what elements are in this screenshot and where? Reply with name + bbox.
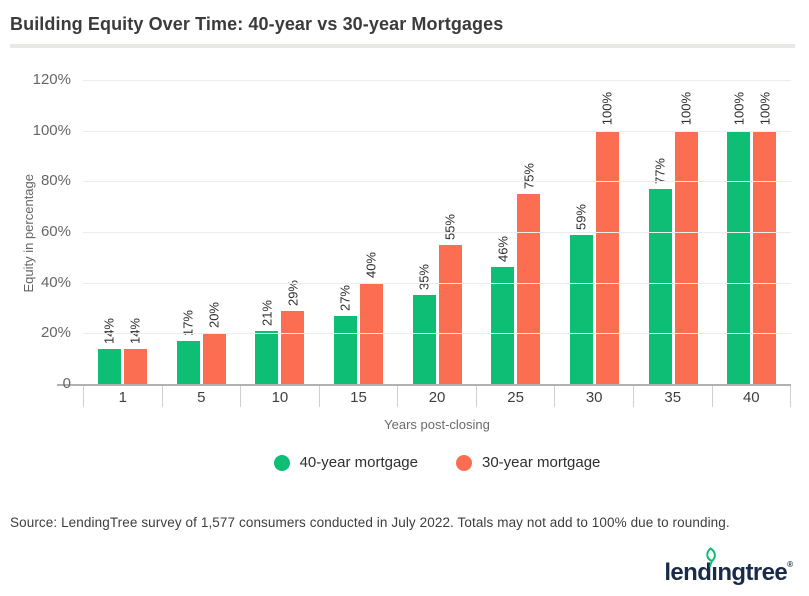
bar-value-label: 14% bbox=[127, 317, 143, 344]
bar-value-label: 100% bbox=[757, 92, 773, 126]
registered-mark: ® bbox=[787, 560, 793, 569]
bar-value-label: 55% bbox=[442, 213, 458, 240]
bar-30-year-mortgage: 100% bbox=[674, 92, 698, 384]
bar-value-label: 27% bbox=[337, 284, 353, 311]
leaf-icon bbox=[701, 547, 718, 573]
bar-value-label: 59% bbox=[573, 203, 589, 230]
y-axis-title: Equity in percentage bbox=[21, 173, 36, 293]
legend-item-40-year-mortgage: 40-year mortgage bbox=[273, 454, 418, 471]
y-tick-label: 0 bbox=[62, 375, 71, 392]
bar-30-year-mortgage: 100% bbox=[595, 92, 619, 384]
category-cell-35: 77% 100% bbox=[634, 80, 713, 384]
bar-value-label: 20% bbox=[206, 302, 222, 329]
bar-40-year-mortgage: 35% bbox=[412, 264, 436, 384]
y-tick-label: 120% bbox=[32, 71, 71, 88]
bar-value-label: 100% bbox=[678, 92, 694, 126]
bar-40-year-mortgage: 100% bbox=[727, 92, 751, 384]
legend-swatch bbox=[273, 454, 290, 471]
bar-value-label: 21% bbox=[259, 299, 275, 326]
gridline bbox=[83, 181, 791, 183]
y-tick-label: 80% bbox=[40, 172, 71, 190]
gridline bbox=[83, 282, 791, 284]
bar-30-year-mortgage: 75% bbox=[517, 163, 541, 384]
gridline bbox=[83, 130, 791, 132]
bar-chart: Equity in percentage 14% 14% 17% 20% 21% 29% 2… bbox=[10, 71, 795, 471]
bar-40-year-mortgage: 21% bbox=[255, 300, 279, 384]
gridline bbox=[83, 232, 791, 233]
title-divider bbox=[10, 44, 795, 48]
bar-30-year-mortgage: 55% bbox=[438, 214, 462, 384]
bar-value-label: 100% bbox=[599, 92, 615, 126]
x-tick-label-1: 1 bbox=[83, 386, 162, 407]
x-tick-label-20: 20 bbox=[397, 386, 476, 407]
gridline bbox=[83, 333, 791, 335]
bar-30-year-mortgage: 29% bbox=[281, 280, 305, 384]
x-tick-label-35: 35 bbox=[632, 386, 712, 407]
bar-value-label: 77% bbox=[652, 157, 668, 184]
x-axis-tick-row: 1 5 10 15 20 25 30 35 40 bbox=[83, 386, 792, 407]
x-tick-label-15: 15 bbox=[318, 386, 398, 407]
bar-value-label: 40% bbox=[363, 251, 379, 278]
y-tick-label: 60% bbox=[40, 223, 71, 240]
legend-label: 40-year mortgage bbox=[299, 454, 418, 471]
infographic: Building Equity Over Time: 40-year vs 30… bbox=[10, 14, 795, 471]
category-cell-1: 14% 14% bbox=[83, 80, 162, 384]
x-tick-label-25: 25 bbox=[475, 386, 555, 407]
category-cell-5: 17% 20% bbox=[162, 80, 241, 384]
chart-legend: 40-year mortgage 30-year mortgage bbox=[83, 454, 791, 471]
x-tick-label-5: 5 bbox=[161, 386, 241, 407]
category-cell-40: 100% 100% bbox=[712, 80, 791, 384]
page-title: Building Equity Over Time: 40-year vs 30… bbox=[10, 14, 504, 34]
bar-40-year-mortgage: 17% bbox=[176, 310, 200, 384]
source-note: Source: LendingTree survey of 1,577 cons… bbox=[10, 515, 730, 530]
y-tick-label: 20% bbox=[40, 324, 71, 342]
plot-cells: 14% 14% 17% 20% 21% 29% 27% 40% 35% 55% 46% 75% 59% 1… bbox=[83, 80, 791, 384]
category-cell-25: 46% 75% bbox=[476, 80, 555, 384]
bar-value-label: 75% bbox=[521, 162, 537, 189]
x-tick-label-10: 10 bbox=[240, 386, 319, 407]
x-axis-title: Years post-closing bbox=[384, 417, 490, 432]
category-cell-20: 35% 55% bbox=[398, 80, 477, 384]
legend-item-30-year-mortgage: 30-year mortgage bbox=[456, 454, 600, 471]
category-cell-10: 21% 29% bbox=[240, 80, 319, 384]
bar-value-label: 14% bbox=[101, 317, 117, 344]
bar-30-year-mortgage: 20% bbox=[202, 302, 226, 384]
gridline bbox=[83, 80, 791, 81]
category-cell-30: 59% 100% bbox=[555, 80, 634, 384]
bar-40-year-mortgage: 46% bbox=[491, 236, 515, 384]
bar-value-label: 46% bbox=[495, 236, 511, 263]
y-tick-label: 100% bbox=[32, 121, 71, 139]
bar-value-label: 17% bbox=[180, 309, 196, 336]
legend-swatch bbox=[456, 454, 472, 471]
lendingtree-logo: lendıngtree® bbox=[664, 540, 793, 586]
logo-text: lendıngtree bbox=[664, 559, 788, 586]
bar-value-label: 35% bbox=[416, 264, 432, 291]
x-tick-label-40: 40 bbox=[711, 386, 792, 407]
y-tick-label: 40% bbox=[40, 273, 71, 291]
bar-40-year-mortgage: 77% bbox=[648, 158, 672, 384]
x-tick-label-30: 30 bbox=[554, 386, 633, 407]
plot-area: 14% 14% 17% 20% 21% 29% 27% 40% 35% 55% 46% 75% 59% 1… bbox=[33, 71, 791, 392]
bar-40-year-mortgage: 27% bbox=[333, 285, 357, 384]
bar-30-year-mortgage: 14% bbox=[123, 318, 147, 384]
bar-30-year-mortgage: 100% bbox=[753, 92, 777, 384]
legend-label: 30-year mortgage bbox=[482, 454, 601, 471]
bar-value-label: 100% bbox=[731, 92, 747, 126]
bar-40-year-mortgage: 14% bbox=[97, 318, 121, 384]
bar-40-year-mortgage: 59% bbox=[569, 204, 593, 384]
plot-wrap: Equity in percentage 14% 14% 17% 20% 21% 29% 2… bbox=[21, 71, 792, 471]
